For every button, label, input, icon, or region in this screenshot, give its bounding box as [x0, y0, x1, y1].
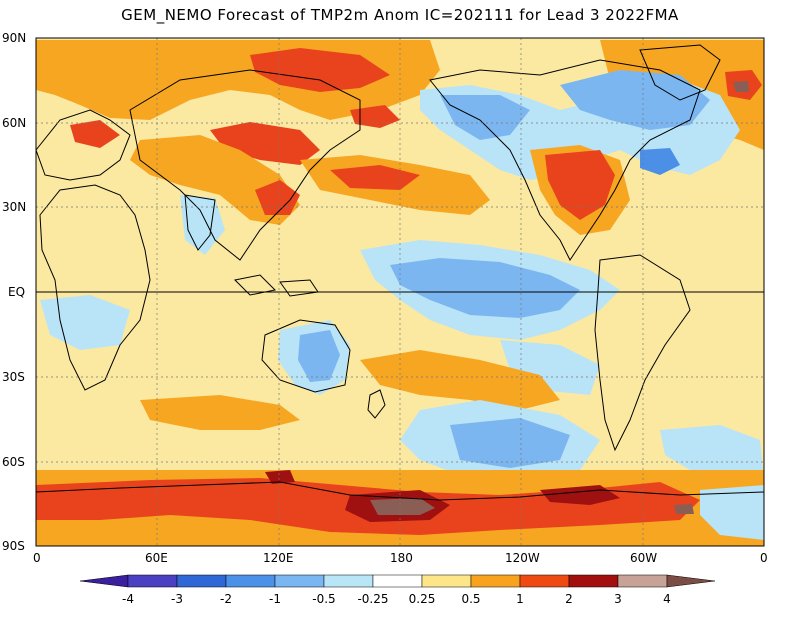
colorbar-swatch: [274, 574, 325, 588]
lon-label: 0: [760, 551, 768, 565]
colorbar-label: 2: [565, 592, 573, 606]
extreme-region: [265, 470, 295, 484]
lon-label: 120E: [263, 551, 294, 565]
graticule: [36, 38, 764, 546]
cold-region: [450, 418, 570, 468]
map-frame: [35, 37, 765, 547]
extreme-region: [674, 504, 694, 514]
colorbar-label: 4: [663, 592, 671, 606]
cold-region: [560, 70, 710, 130]
colorbar-label: -4: [122, 592, 134, 606]
extreme-region: [733, 81, 749, 92]
hot-region: [545, 150, 615, 220]
colorbar: -4 -3 -2 -1 -0.5 -0.25 0.25 0.5 1 2 3 4: [79, 574, 716, 606]
colorbar-swatch: [323, 574, 374, 588]
hot-region: [330, 165, 420, 190]
warm-region: [360, 350, 560, 410]
colorbar-label: -2: [220, 592, 232, 606]
colorbar-label: 0.5: [461, 592, 480, 606]
lat-label: 90S: [2, 539, 25, 553]
lon-label: 120W: [505, 551, 540, 565]
extreme-region: [370, 498, 435, 515]
colorbar-swatch: [617, 574, 668, 588]
hot-region: [210, 122, 320, 165]
cold-region: [390, 258, 580, 318]
colorbar-swatch: [225, 574, 276, 588]
colorbar-swatch: [372, 574, 423, 588]
colorbar-label: -1: [269, 592, 281, 606]
cold-region: [640, 148, 680, 175]
colorbar-arrow-high: [666, 574, 716, 588]
colorbar-swatch: [568, 574, 619, 588]
cold-region: [298, 330, 340, 382]
lon-label: 180: [390, 551, 413, 565]
cold-region: [440, 95, 530, 140]
colorbar-swatch: [470, 574, 521, 588]
cold-region: [700, 485, 764, 540]
latitude-labels: 90N 60N 30N EQ 30S 60S 90S: [2, 31, 26, 553]
colorbar-label: 3: [614, 592, 622, 606]
cold-region: [500, 340, 600, 395]
colorbar-swatch: [421, 574, 472, 588]
lat-label: 60S: [2, 455, 25, 469]
hot-region: [250, 48, 390, 92]
hot-region: [255, 180, 300, 215]
coastlines: [36, 44, 764, 501]
colorbar-label: -0.5: [312, 592, 335, 606]
colorbar-swatch: [519, 574, 570, 588]
colorbar-swatch: [127, 574, 178, 588]
colorbar-swatch: [176, 574, 227, 588]
warm-region: [130, 135, 300, 225]
colorbar-label: 1: [516, 592, 524, 606]
lon-label: 60W: [630, 551, 657, 565]
colorbar-label: -3: [171, 592, 183, 606]
colorbar-arrow-low: [79, 574, 129, 588]
map-title: GEM_NEMO Forecast of TMP2m Anom IC=20211…: [121, 6, 679, 24]
lon-label: 0: [33, 551, 41, 565]
lat-label: 30N: [2, 200, 26, 214]
warm-region: [140, 395, 300, 430]
lat-label: 30S: [2, 370, 25, 384]
lon-label: 60E: [145, 551, 168, 565]
hot-region: [70, 120, 120, 148]
colorbar-label: -0.25: [357, 592, 388, 606]
lat-label: 60N: [2, 116, 26, 130]
cold-region: [40, 295, 130, 350]
colorbar-label: 0.25: [409, 592, 436, 606]
lat-label: EQ: [8, 285, 25, 299]
hot-region: [350, 105, 400, 128]
longitude-labels: 0 60E 120E 180 120W 60W 0: [33, 551, 768, 565]
lat-label: 90N: [2, 31, 26, 45]
